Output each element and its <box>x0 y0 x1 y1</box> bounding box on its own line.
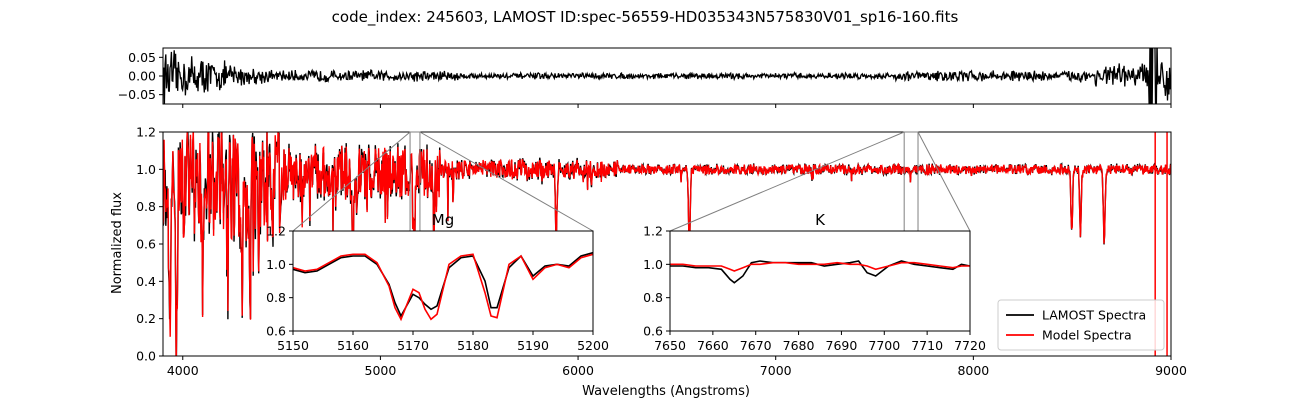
x-axis-label: Wavelengths (Angstroms) <box>582 384 750 399</box>
inset-xtick-label: 5180 <box>457 338 489 353</box>
residual-ytick-label: −0.05 <box>118 87 156 102</box>
inset-xtick-label: 5170 <box>397 338 429 353</box>
inset-frame <box>669 230 971 332</box>
inset-xtick-label: 7710 <box>911 338 943 353</box>
inset-background <box>670 231 970 331</box>
model-spectrum-line <box>163 132 1171 356</box>
legend-label: LAMOST Spectra <box>1042 308 1146 323</box>
residual-axes: 0.05 0.00 −0.05 <box>118 47 1172 108</box>
main-ytick-label: 1.0 <box>136 162 156 177</box>
inset-xtick-label: 7700 <box>868 338 900 353</box>
inset-ytick-label: 0.8 <box>643 290 663 305</box>
inset-xtick-label: 5200 <box>577 338 609 353</box>
residual-series-line <box>163 48 1171 104</box>
inset-ytick-label: 1.0 <box>266 257 286 272</box>
zoom-connector-left <box>669 131 905 232</box>
inset-k-axes: 0.6 0.8 1.0 1.2 7650 7660 7670 7680 7690 7700 7710… <box>643 211 986 353</box>
inset-frame <box>292 230 594 332</box>
legend-box <box>997 299 1165 351</box>
inset-xtick-label: 7680 <box>783 338 815 353</box>
main-ytick-label: 0.2 <box>136 311 156 326</box>
inset-title: K <box>815 211 826 229</box>
main-ytick-label: 0.0 <box>136 349 156 364</box>
main-ytick-label: 0.6 <box>136 237 156 252</box>
legend-label: Model Spectra <box>1042 328 1132 343</box>
inset-xtick-label: 5160 <box>337 338 369 353</box>
inset-lamost-line <box>292 251 594 318</box>
residual-ytick-label: 0.00 <box>128 69 156 84</box>
residual-ytick-label: 0.05 <box>128 50 156 65</box>
main-ytick-label: 1.2 <box>136 125 156 140</box>
zoom-connector-right <box>917 131 971 232</box>
inset-xtick-label: 7720 <box>954 338 986 353</box>
inset-xtick-label: 7670 <box>740 338 772 353</box>
main-xtick-label: 6000 <box>562 363 594 378</box>
y-axis-label: Normalized flux <box>110 192 125 294</box>
zoom-connector-right <box>419 131 594 232</box>
inset-xtick-label: 7690 <box>826 338 858 353</box>
inset-xtick-label: 7650 <box>654 338 686 353</box>
main-ytick-label: 0.4 <box>136 274 156 289</box>
inset-xtick-label: 5190 <box>517 338 549 353</box>
zoom-connector-left <box>292 131 411 232</box>
inset-title: Mg <box>432 211 454 229</box>
inset-ytick-label: 1.0 <box>643 257 663 272</box>
main-xtick-label: 5000 <box>365 363 397 378</box>
main-xtick-label: 9000 <box>1155 363 1187 378</box>
figure-title: code_index: 245603, LAMOST ID:spec-56559… <box>332 8 959 27</box>
main-xtick-label: 4000 <box>167 363 199 378</box>
inset-ytick-label: 1.2 <box>643 224 663 239</box>
main-xtick-label: 7000 <box>760 363 792 378</box>
inset-ytick-label: 1.2 <box>266 224 286 239</box>
inset-model-line <box>292 253 594 322</box>
inset-mg-axes: 0.6 0.8 1.0 1.2 5150 5160 5170 5180 5190 5200 Mg <box>266 211 609 353</box>
main-xtick-label: 8000 <box>957 363 989 378</box>
inset-xtick-label: 5150 <box>277 338 309 353</box>
inset-model-line <box>670 261 970 272</box>
main-ytick-label: 0.8 <box>136 199 156 214</box>
inset-ytick-label: 0.6 <box>643 324 663 339</box>
legend: LAMOST Spectra Model Spectra <box>997 299 1165 351</box>
main-spectrum-axes: 0.0 0.2 0.4 0.6 0.8 1.0 1.2 4000 5000 6000 7000 800… <box>136 125 1187 379</box>
inset-xtick-label: 7660 <box>697 338 729 353</box>
inset-ytick-label: 0.8 <box>266 290 286 305</box>
inset-background <box>293 231 593 331</box>
inset-ytick-label: 0.6 <box>266 324 286 339</box>
